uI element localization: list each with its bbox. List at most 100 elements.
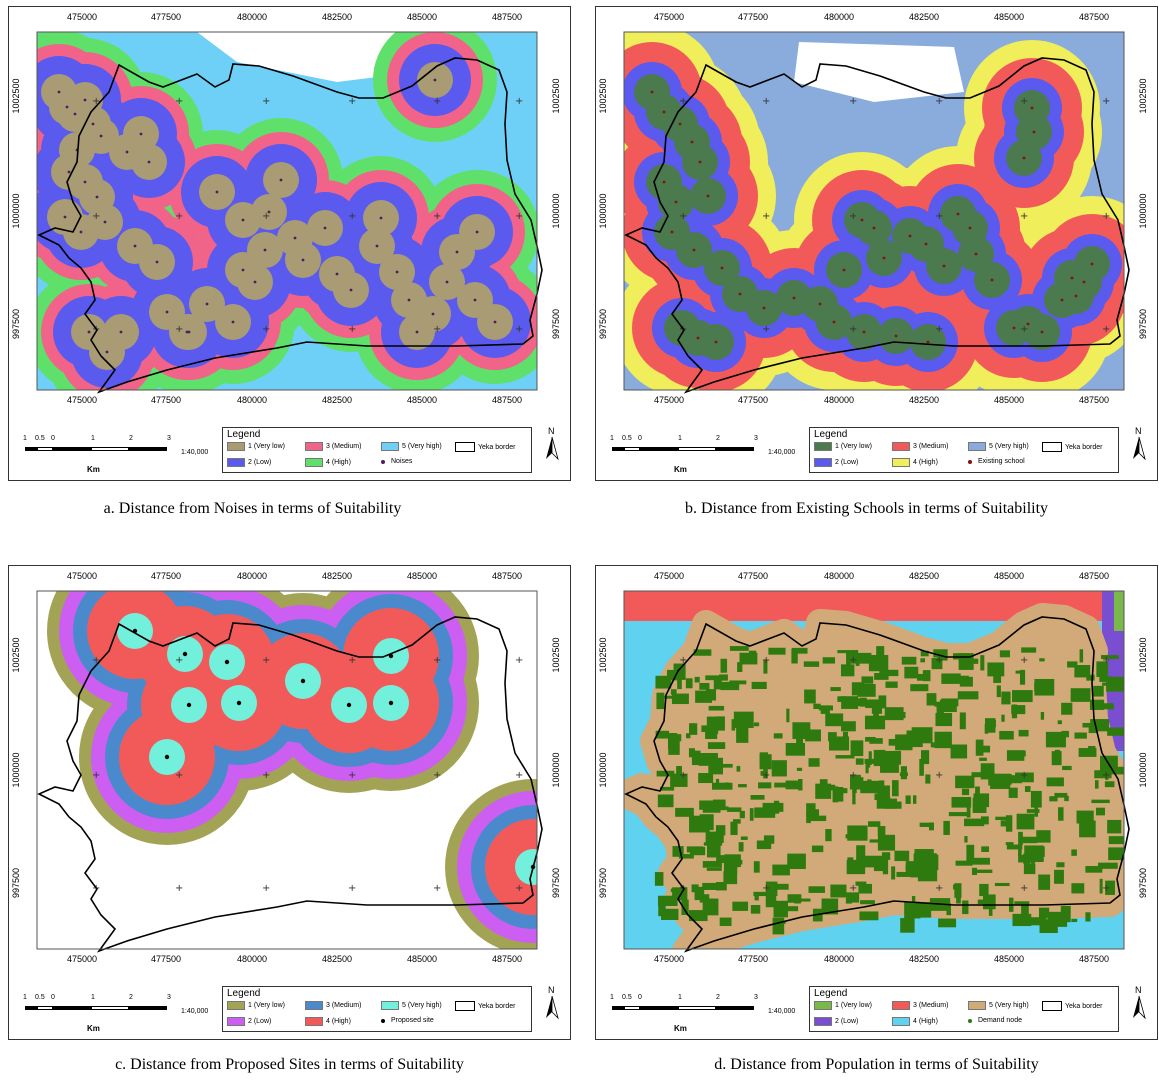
graticule-cross: + — [175, 96, 183, 107]
north-arrow-icon: N — [544, 984, 560, 1024]
legend-swatch — [814, 1001, 832, 1010]
legend-label: 2 (Low) — [835, 1018, 859, 1025]
point-marker — [105, 350, 109, 354]
point-marker — [738, 292, 742, 296]
graticule-cross: + — [1020, 770, 1028, 781]
map-svg: ++++++++++++++++++ — [623, 31, 1130, 394]
graticule-cross: + — [175, 883, 183, 894]
x-tick-label: 475000 — [66, 954, 98, 964]
point-marker — [968, 226, 972, 230]
point-marker — [241, 268, 245, 272]
legend-item: 3 (Medium) — [305, 1001, 361, 1010]
graticule-cross: + — [762, 655, 770, 666]
point-marker — [83, 98, 87, 102]
legend-item: 2 (Low) — [814, 458, 858, 467]
graticule-cross: + — [433, 883, 441, 894]
legend-point-label: Demand node — [978, 1017, 1022, 1024]
legend-item: 2 (Low) — [227, 1017, 271, 1026]
scale-segment — [25, 1006, 37, 1010]
x-tick-label: 487500 — [491, 571, 523, 581]
point-marker — [908, 234, 912, 238]
scale-label: 0.5 — [622, 994, 632, 1001]
x-tick-label: 477500 — [737, 12, 769, 22]
point-marker — [690, 140, 694, 144]
point-symbol — [968, 459, 972, 464]
legend-item-border: Yeka border — [1042, 1001, 1103, 1011]
point-marker — [832, 320, 836, 324]
point-marker — [186, 702, 192, 708]
x-tick-label: 482500 — [908, 954, 940, 964]
y-tick-label: 1002500 — [551, 78, 561, 114]
graticule-cross: + — [262, 655, 270, 666]
graticule-cross: + — [1020, 883, 1028, 894]
point-marker — [279, 178, 283, 182]
scale-segment — [624, 447, 640, 451]
graticule-cross: + — [515, 324, 523, 335]
point-marker — [1022, 156, 1026, 160]
point-marker — [662, 110, 666, 114]
legend-swatch — [381, 442, 399, 451]
legend-label: 5 (Very high) — [989, 443, 1029, 450]
graticule-cross: + — [849, 883, 857, 894]
legend-label: 2 (Low) — [835, 459, 859, 466]
scale-label: 0.5 — [35, 435, 45, 442]
scale-label: 1 — [678, 994, 682, 1001]
scale-segment — [640, 1006, 678, 1010]
legend-item: 5 (Very high) — [381, 442, 442, 451]
point-marker — [674, 200, 678, 204]
scale-label: 0 — [638, 994, 642, 1001]
graticule-cross: + — [262, 883, 270, 894]
legend-swatch — [227, 1017, 245, 1026]
legend-item: 5 (Very high) — [381, 1001, 442, 1010]
graticule-cross: + — [92, 96, 100, 107]
legend-title: Legend — [227, 988, 261, 999]
x-tick-label: 477500 — [737, 395, 769, 405]
x-tick-label: 482500 — [908, 571, 940, 581]
map-svg: ++++++++++++++++++ — [623, 590, 1130, 953]
legend-label: 1 (Very low) — [835, 1002, 872, 1009]
graticule-cross: + — [849, 211, 857, 222]
point-marker — [241, 218, 245, 222]
scale-label: 1 — [23, 435, 27, 442]
point-marker — [236, 700, 242, 706]
svg-text:N: N — [1135, 426, 1142, 436]
legend-swatch — [892, 1017, 910, 1026]
north-arrow-icon: N — [1131, 984, 1147, 1024]
legend-label: 5 (Very high) — [402, 1002, 442, 1009]
point-marker — [87, 330, 91, 334]
graticule-cross: + — [849, 655, 857, 666]
point-marker — [165, 310, 169, 314]
point-marker — [119, 330, 123, 334]
graticule-cross: + — [92, 211, 100, 222]
point-marker — [1070, 276, 1074, 280]
graticule-cross: + — [1102, 96, 1110, 107]
legend-swatch — [305, 442, 323, 451]
x-tick-label: 487500 — [1078, 571, 1110, 581]
x-tick-label: 477500 — [150, 395, 182, 405]
border-symbol — [1042, 442, 1062, 452]
legend-label: 4 (High) — [326, 459, 351, 466]
svg-text:N: N — [548, 985, 555, 995]
point-marker — [692, 248, 696, 252]
graticule-cross: + — [849, 96, 857, 107]
legend-border-label: Yeka border — [478, 1002, 516, 1010]
point-marker — [894, 334, 898, 338]
y-tick-label: 1002500 — [1138, 78, 1148, 114]
graticule-cross: + — [433, 96, 441, 107]
legend-item-points: Existing school — [960, 458, 1025, 465]
map-panel-noises: + + + + + + + + + + + + + + + + + +475000 475000 477500 4775… — [8, 6, 571, 481]
y-tick-label: 1002500 — [551, 637, 561, 673]
scale-unit: Km — [87, 465, 100, 474]
graticule-cross: + — [262, 211, 270, 222]
point-marker — [187, 330, 191, 334]
graticule-cross: + — [1102, 655, 1110, 666]
graticule-cross: + — [433, 770, 441, 781]
legend-swatch — [305, 1017, 323, 1026]
scale-segment — [678, 447, 716, 451]
legend-item: 2 (Low) — [814, 1017, 858, 1026]
svg-text:N: N — [548, 426, 555, 436]
legend-swatch — [381, 1001, 399, 1010]
scale-segment — [91, 1006, 129, 1010]
legend-border-label: Yeka border — [1065, 443, 1103, 451]
graticule-cross: + — [175, 324, 183, 335]
